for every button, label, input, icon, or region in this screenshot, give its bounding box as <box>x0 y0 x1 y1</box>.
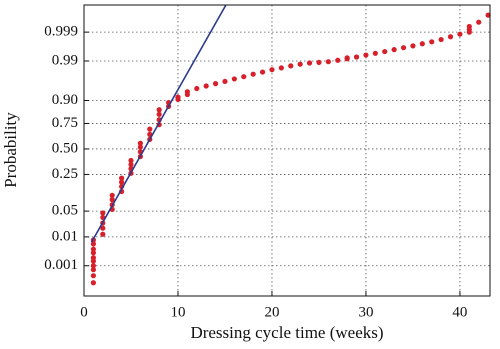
y-tick-label: 0.50 <box>52 140 78 156</box>
data-point <box>259 69 266 75</box>
y-tick-label: 0.99 <box>52 52 78 68</box>
data-point <box>410 43 416 49</box>
x-tick-label: 10 <box>170 304 185 320</box>
data-point <box>476 19 482 25</box>
data-point <box>419 41 425 47</box>
x-tick-label: 0 <box>80 304 88 320</box>
data-point <box>137 140 143 146</box>
y-tick-label: 0.01 <box>52 228 78 244</box>
data-point <box>438 36 444 43</box>
data-point <box>128 161 134 168</box>
data-point <box>222 78 228 85</box>
data-point <box>100 225 106 231</box>
data-point <box>297 61 303 67</box>
data-point <box>100 210 106 216</box>
data-point <box>109 192 115 198</box>
data-point <box>466 23 472 30</box>
data-point <box>372 50 378 56</box>
data-point <box>288 63 294 69</box>
y-tick-label: 0.75 <box>52 115 78 131</box>
data-point <box>269 67 275 73</box>
data-point <box>156 107 162 113</box>
data-point <box>363 52 369 58</box>
data-point <box>90 263 96 269</box>
data-point <box>100 231 106 237</box>
data-point <box>109 197 115 203</box>
data-point <box>128 157 134 164</box>
data-point <box>485 12 491 18</box>
data-point <box>241 74 247 80</box>
data-point <box>344 55 350 61</box>
data-point <box>147 126 153 132</box>
data-point <box>118 179 125 185</box>
x-tick-label: 40 <box>452 304 467 320</box>
data-point <box>335 57 341 63</box>
y-axis-label: Probability <box>1 112 20 188</box>
data-point <box>90 241 96 247</box>
data-point <box>316 59 322 65</box>
x-tick-label: 30 <box>358 304 373 320</box>
data-point <box>175 94 181 100</box>
data-point <box>137 144 143 150</box>
data-point <box>90 273 96 279</box>
data-point <box>400 45 407 51</box>
data-point <box>90 255 96 261</box>
data-point <box>325 59 331 65</box>
y-tick-label: 0.90 <box>52 92 78 108</box>
data-point <box>203 83 209 89</box>
y-tick-label: 0.25 <box>52 166 78 182</box>
y-tick-label: 0.05 <box>52 203 78 219</box>
data-point <box>90 267 96 273</box>
data-point <box>184 89 190 95</box>
plot-frame <box>83 4 491 297</box>
x-axis-label: Dressing cycle time (weeks) <box>190 323 383 342</box>
data-point <box>447 34 454 40</box>
data-point <box>306 60 313 66</box>
data-point <box>382 48 388 55</box>
y-tick-label: 0.999 <box>44 24 78 40</box>
data-point <box>457 31 463 37</box>
data-point <box>353 54 360 60</box>
data-point <box>118 175 125 181</box>
fit-line <box>90 5 227 243</box>
data-point <box>278 65 284 71</box>
data-point <box>194 85 200 92</box>
data-point <box>231 76 237 82</box>
data-point <box>429 39 435 45</box>
y-tick-label: 0.001 <box>44 257 78 273</box>
data-point <box>250 71 256 77</box>
data-point <box>90 246 96 252</box>
data-point <box>212 81 219 87</box>
data-point <box>90 250 96 256</box>
data-point <box>156 111 162 117</box>
data-point <box>90 280 96 286</box>
x-tick-label: 20 <box>264 304 279 320</box>
data-point <box>391 47 397 53</box>
